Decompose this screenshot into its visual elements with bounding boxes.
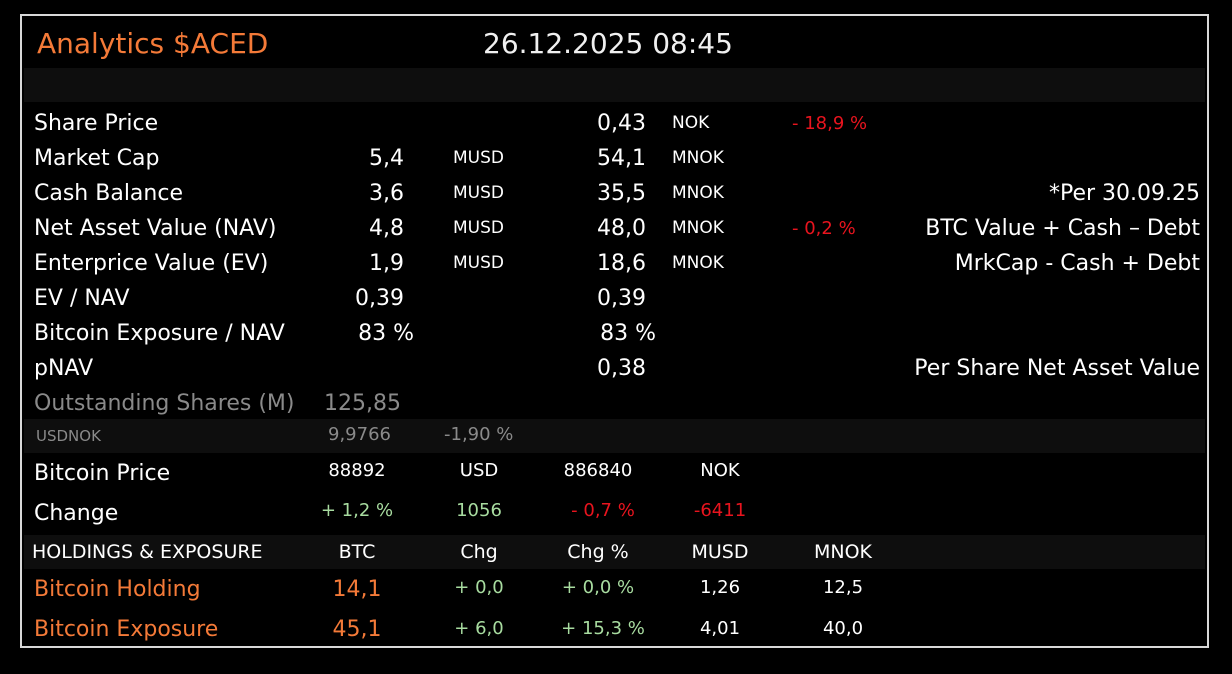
holdings-header-title: HOLDINGS & EXPOSURE [32,541,263,563]
exposure-row-musd: 4,01 [699,618,741,639]
market-cap-nok-unit: MNOK [672,148,724,168]
cash-balance-nok-unit: MNOK [672,183,724,203]
cash-balance-note: *Per 30.09.25 [1048,181,1200,206]
exposure-row-chg-pct: + 15,3 % [561,618,645,639]
bitcoin-change-usd-pct: + 1,2 % [320,500,394,521]
bitcoin-change-label: Change [34,501,119,526]
outstanding-shares-label: Outstanding Shares (M) [34,391,295,416]
holdings-row-chg-pct: + 0,0 % [561,577,635,598]
fx-label: USDNOK [36,427,101,445]
btc-exposure-nav-label: Bitcoin Exposure / NAV [34,321,285,346]
exposure-row-mnok: 40,0 [822,618,864,639]
bitcoin-change-nok-pct: - 0,7 % [571,500,635,521]
bitcoin-price-nok: 886840 [563,460,633,481]
nav-note: BTC Value + Cash – Debt [925,216,1200,241]
share-price-nok-unit: NOK [672,113,710,133]
cash-balance-nok: 35,5 [597,181,646,206]
bitcoin-price-usd-unit: USD [459,460,499,481]
ev-nav-nok: 0,39 [597,286,646,311]
header-band [24,68,1205,102]
bitcoin-change-nok-abs: -6411 [693,500,747,521]
share-price-label: Share Price [34,111,159,136]
pnav-label: pNAV [34,356,94,381]
nav-usd: 4,8 [369,216,404,241]
ev-nok-unit: MNOK [672,253,724,273]
holdings-header-chg-pct: Chg % [567,541,629,563]
fx-change: -1,90 % [444,424,514,445]
holdings-row-chg: + 0,0 [454,577,504,598]
btc-exposure-nav-usd: 83 % [358,321,414,346]
holdings-header-btc: BTC [338,541,376,563]
holdings-row-btc: 14,1 [332,577,382,602]
nav-change: - 0,2 % [792,218,856,239]
btc-exposure-nav-nok: 83 % [600,321,656,346]
dashboard-frame: Analytics $ACED 26.12.2025 08:45 Share P… [20,14,1209,648]
ev-note: MrkCap - Cash + Debt [954,251,1200,276]
ev-nav-label: EV / NAV [34,286,130,311]
holdings-row-mnok: 12,5 [822,577,864,598]
ev-nav-usd: 0,39 [355,286,404,311]
nav-nok-unit: MNOK [672,218,724,238]
market-cap-nok: 54,1 [597,146,646,171]
datetime: 26.12.2025 08:45 [483,27,733,60]
pnav-note: Per Share Net Asset Value [914,356,1200,381]
ev-usd: 1,9 [369,251,404,276]
fx-value: 9,9766 [328,424,391,445]
cash-balance-label: Cash Balance [34,181,183,206]
holdings-row-label: Bitcoin Holding [34,577,201,602]
holdings-header-mnok: MNOK [813,541,873,563]
outstanding-shares-value: 125,85 [324,391,401,416]
market-cap-label: Market Cap [34,146,160,171]
market-cap-usd-unit: MUSD [453,148,504,168]
market-cap-usd: 5,4 [369,146,404,171]
exposure-row-chg: + 6,0 [454,618,504,639]
exposure-row-btc: 45,1 [332,617,382,642]
bitcoin-price-label: Bitcoin Price [34,461,171,486]
nav-nok: 48,0 [597,216,646,241]
pnav-nok: 0,38 [597,356,646,381]
cash-balance-usd: 3,6 [369,181,404,206]
share-price-nok: 0,43 [597,111,646,136]
nav-usd-unit: MUSD [453,218,504,238]
page-title: Analytics $ACED [37,27,269,60]
cash-balance-usd-unit: MUSD [453,183,504,203]
bitcoin-price-nok-unit: NOK [700,460,740,481]
ev-nok: 18,6 [597,251,646,276]
ev-usd-unit: MUSD [453,253,504,273]
holdings-header-chg: Chg [460,541,498,563]
exposure-row-label: Bitcoin Exposure [34,617,219,642]
bitcoin-price-usd: 88892 [328,460,386,481]
bitcoin-change-usd-abs: 1056 [456,500,502,521]
holdings-header-band [24,535,1205,569]
holdings-row-musd: 1,26 [699,577,741,598]
fx-band [24,419,1205,453]
nav-label: Net Asset Value (NAV) [34,216,277,241]
share-price-change: - 18,9 % [792,113,868,134]
ev-label: Enterprice Value (EV) [34,251,269,276]
holdings-header-musd: MUSD [691,541,749,563]
